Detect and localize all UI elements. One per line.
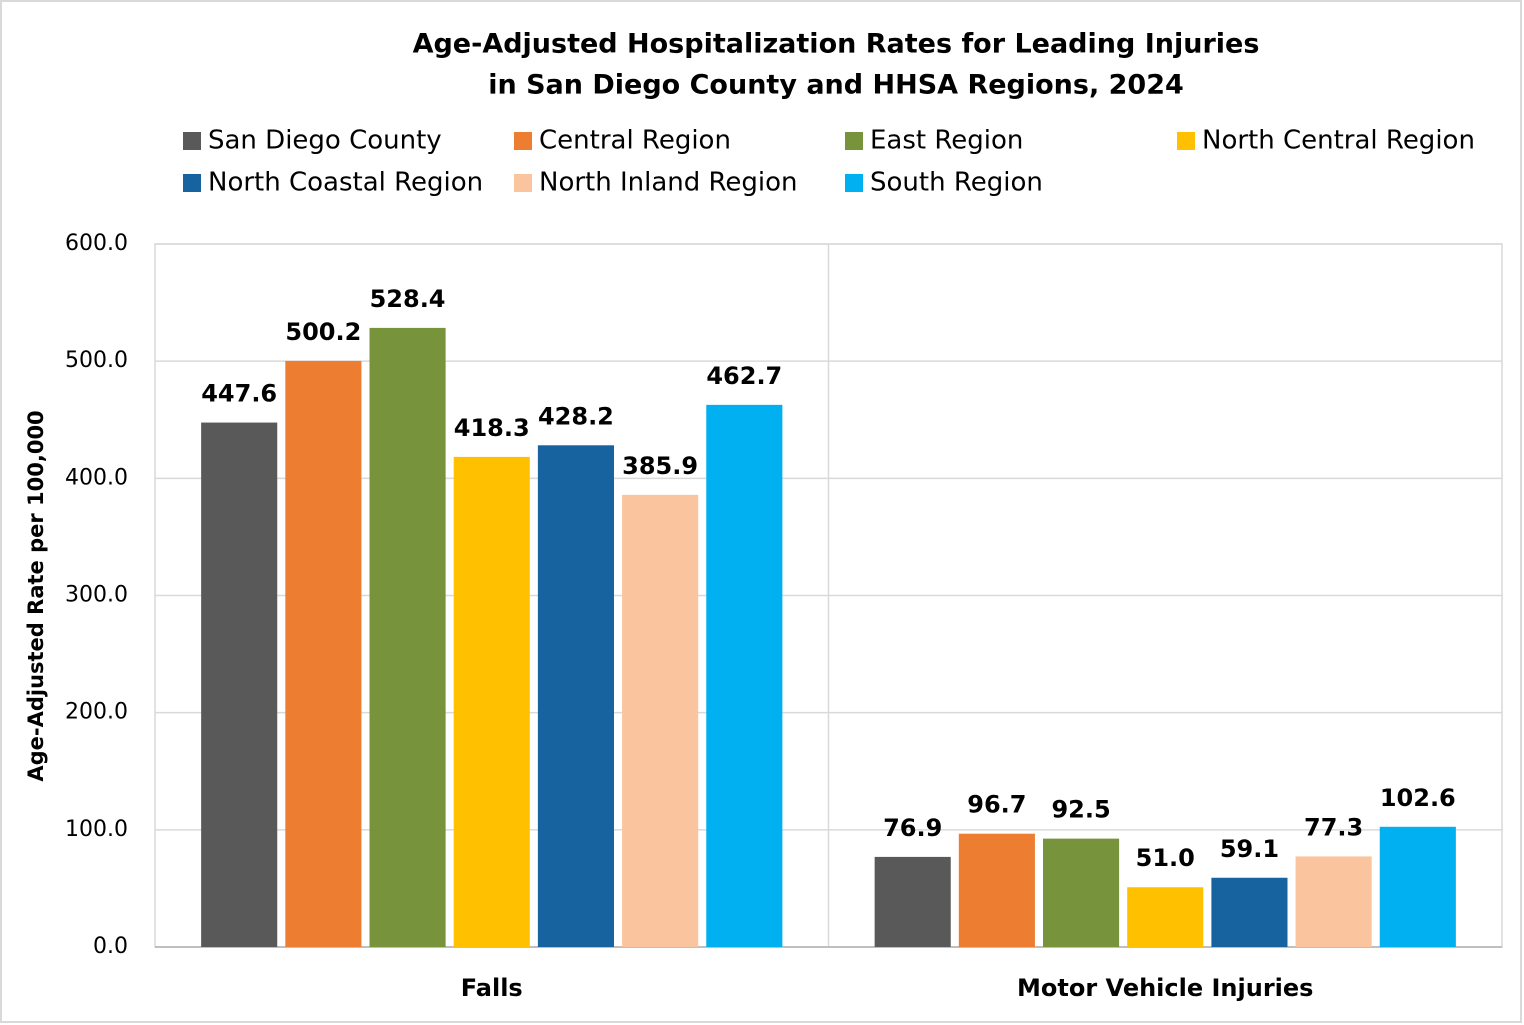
legend-label: North Inland Region: [539, 168, 798, 198]
legend-swatch: [514, 132, 532, 150]
legend-label: Central Region: [539, 126, 731, 156]
data-label: 92.5: [1051, 796, 1110, 824]
y-tick-label: 500.0: [65, 348, 128, 373]
bar: [453, 456, 530, 947]
data-label: 418.3: [454, 414, 530, 442]
bar: [1295, 856, 1372, 947]
legend-label: North Coastal Region: [208, 168, 483, 198]
legend-swatch: [183, 132, 201, 150]
legend-swatch: [845, 132, 863, 150]
chart-title: in San Diego County and HHSA Regions, 20…: [488, 70, 1184, 101]
y-tick-label: 400.0: [65, 465, 128, 490]
bar: [1127, 887, 1204, 947]
bar: [1211, 877, 1288, 947]
y-axis-label: Age-Adjusted Rate per 100,000: [24, 410, 48, 781]
y-tick-label: 0.0: [93, 934, 128, 959]
bar: [369, 327, 446, 947]
chart-title: Age-Adjusted Hospitalization Rates for L…: [413, 29, 1260, 60]
legend-swatch: [845, 174, 863, 192]
bar: [706, 404, 783, 947]
y-tick-label: 200.0: [65, 700, 128, 725]
data-label: 528.4: [370, 285, 446, 313]
legend-label: East Region: [870, 126, 1023, 156]
bar: [201, 422, 278, 947]
legend-label: South Region: [870, 168, 1043, 198]
legend-swatch: [183, 174, 201, 192]
legend-swatch: [1177, 132, 1195, 150]
bar: [1379, 826, 1456, 947]
data-label: 428.2: [538, 402, 614, 430]
legend-label: San Diego County: [208, 126, 442, 156]
bar: [958, 833, 1035, 947]
data-label: 76.9: [883, 814, 942, 842]
y-tick-label: 600.0: [65, 231, 128, 256]
x-tick-label: Motor Vehicle Injuries: [1017, 974, 1313, 1002]
data-label: 462.7: [706, 362, 782, 390]
legend-swatch: [514, 174, 532, 192]
bar: [1043, 838, 1120, 947]
bar: [537, 445, 614, 947]
data-label: 102.6: [1380, 784, 1456, 812]
y-tick-label: 100.0: [65, 817, 128, 842]
x-tick-label: Falls: [461, 974, 523, 1002]
data-label: 59.1: [1220, 835, 1279, 863]
data-label: 77.3: [1304, 813, 1363, 841]
data-label: 96.7: [967, 791, 1026, 819]
data-label: 447.6: [201, 380, 277, 408]
data-label: 385.9: [622, 452, 698, 480]
bar: [285, 360, 362, 947]
bar: [874, 856, 951, 947]
bar: [622, 494, 699, 947]
y-tick-label: 300.0: [65, 583, 128, 608]
data-label: 500.2: [285, 318, 361, 346]
data-label: 51.0: [1136, 844, 1195, 872]
legend-label: North Central Region: [1202, 126, 1475, 156]
